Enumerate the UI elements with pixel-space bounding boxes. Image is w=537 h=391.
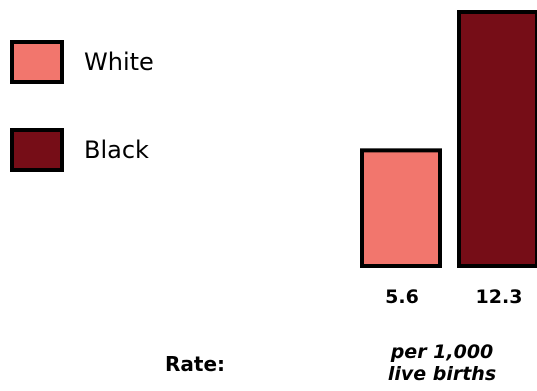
legend-swatch-white xyxy=(10,40,64,84)
bar-white xyxy=(360,148,442,268)
legend-item-black: Black xyxy=(10,128,149,172)
legend-swatch-black xyxy=(10,128,64,172)
legend-label-white: White xyxy=(84,48,154,76)
rate-label: Rate: xyxy=(165,352,226,376)
legend-item-white: White xyxy=(10,40,154,84)
value-label-white: 5.6 xyxy=(385,286,419,308)
bar-black xyxy=(457,10,537,268)
value-label-black: 12.3 xyxy=(475,286,523,308)
unit-label: per 1,000 live births xyxy=(387,341,497,385)
legend-label-black: Black xyxy=(84,136,149,164)
